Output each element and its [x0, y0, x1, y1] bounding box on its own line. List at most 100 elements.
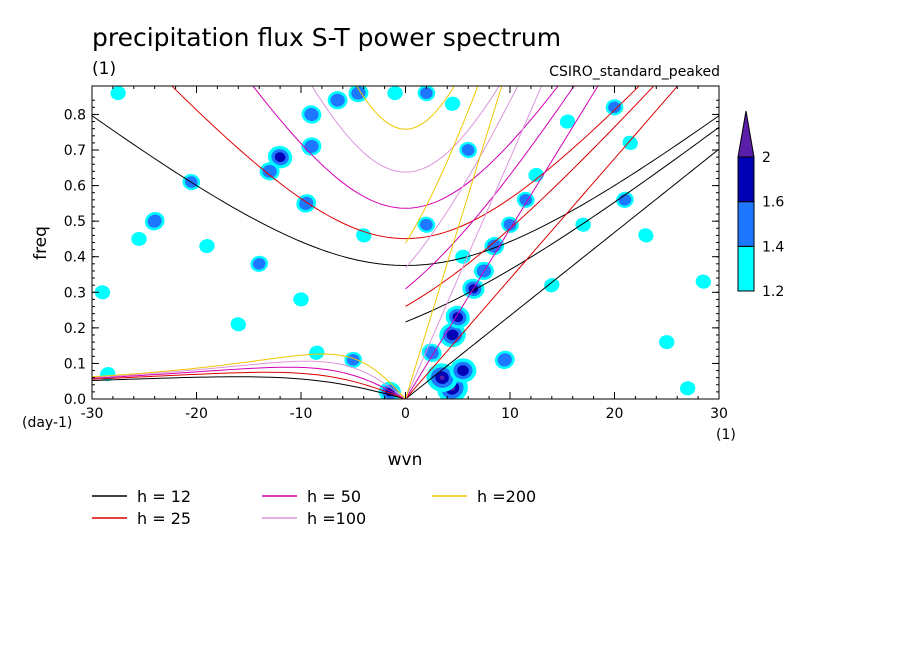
y-tick-label: 0.5 — [64, 214, 86, 230]
x-tick-label: -20 — [185, 406, 208, 422]
dispersion-curve-mixed-rossby-gravity-1 — [405, 86, 655, 307]
chart-title: precipitation flux S-T power spectrum — [92, 23, 561, 52]
contour-patch-15-level-0 — [309, 345, 325, 360]
dispersion-curve-rossby-3 — [92, 360, 406, 399]
dispersion-curve-inertia-gravity-2 — [252, 86, 559, 209]
contour-patch-41-level-0 — [110, 86, 126, 101]
contour-patch-26-level-1 — [252, 258, 266, 270]
contour-patch-23-level-1 — [147, 214, 162, 228]
dispersion-curve-rossby-4 — [92, 353, 406, 399]
dispersion-curve-inertia-gravity-3 — [311, 86, 500, 173]
y-axis-label: freq — [31, 226, 51, 260]
colorbar-label: 1.2 — [762, 284, 784, 300]
y-tick-label: 0.7 — [64, 143, 86, 159]
contour-patch-4-level-2 — [452, 312, 464, 323]
contour-patch-12-level-1 — [424, 346, 439, 360]
legend-label-2: h = 50 — [307, 487, 361, 506]
contour-patch-9-level-1 — [519, 194, 533, 206]
x-axis-unit: (1) — [716, 427, 736, 443]
dispersion-curve-kelvin-0 — [405, 148, 719, 399]
dispersion-curve-kelvin-4 — [405, 86, 503, 399]
y-tick-label: 0.1 — [64, 356, 86, 372]
dataset-name: CSIRO_standard_peaked — [549, 64, 720, 80]
y-tick-label: 0.6 — [64, 179, 86, 195]
colorbar-label: 1.4 — [762, 239, 784, 255]
contour-patch-11-level-1 — [497, 353, 512, 367]
contour-patch-2-level-2 — [457, 365, 469, 376]
contour-patch-48-level-0 — [293, 292, 309, 307]
contour-patch-39-level-1 — [461, 144, 475, 156]
dispersion-curve-mixed-rossby-gravity-3 — [405, 86, 519, 269]
contour-patch-8-level-1 — [503, 218, 517, 231]
contour-patch-33-level-1 — [608, 101, 621, 114]
contour-patch-34-level-0 — [559, 114, 576, 129]
x-tick-label: -30 — [81, 406, 104, 422]
colorbar-extend-arrow — [737, 110, 755, 158]
colorbar-segment-1 — [737, 201, 755, 247]
dispersion-curves — [92, 86, 719, 399]
axis-ticks: -30 -20 -10 0 10 20 30 0.0 0.1 0.2 0.3 0.4 0.5 0.6 0.7… — [64, 86, 728, 422]
contour-patch-47-level-0 — [230, 317, 246, 332]
dispersion-curve-mixed-rossby-gravity-4 — [405, 86, 479, 244]
spectral-contour-field — [94, 86, 711, 399]
contour-patch-10-level-0 — [528, 167, 544, 182]
legend-label-0: h = 12 — [137, 487, 191, 506]
dispersion-curve-inertia-gravity-1 — [171, 86, 640, 240]
y-tick-label: 0.0 — [64, 392, 86, 408]
x-tick-label: 20 — [606, 406, 624, 422]
contour-patch-20-level-1 — [304, 107, 319, 122]
y-tick-label: 0.3 — [64, 285, 86, 301]
contour-patch-45-level-0 — [679, 381, 696, 396]
contour-patch-36-level-1 — [420, 87, 433, 99]
contour-patch-31-level-0 — [638, 228, 654, 243]
contour-patch-43-level-0 — [695, 274, 711, 289]
legend-label-1: h = 25 — [137, 509, 191, 528]
contour-patch-22-level-1 — [351, 86, 366, 100]
contour-patch-46-level-0 — [544, 278, 560, 293]
chart-subtitle: (1) — [92, 59, 116, 79]
dispersion-curve-rossby-1 — [92, 371, 406, 399]
dispersion-curve-mixed-rossby-gravity-2 — [405, 86, 575, 290]
x-tick-label: -10 — [290, 406, 313, 422]
contour-patch-49-level-0 — [199, 239, 215, 254]
dispersion-curve-kelvin-2 — [405, 86, 599, 399]
dispersion-curve-rossby-0 — [92, 376, 406, 399]
legend-label-3: h =100 — [307, 509, 366, 528]
dispersion-curve-kelvin-3 — [405, 86, 543, 399]
x-tick-label: 30 — [710, 406, 728, 422]
contour-patch-28-level-1 — [420, 218, 433, 231]
y-tick-label: 0.8 — [64, 107, 86, 123]
contour-patch-1-level-3 — [439, 375, 445, 380]
x-axis-label: wvn — [388, 450, 423, 470]
contour-patch-18-level-1 — [304, 139, 319, 153]
contour-patch-3-level-2 — [446, 329, 459, 341]
y-tick-label: 0.4 — [64, 250, 86, 266]
dispersion-curve-kelvin-1 — [405, 86, 679, 399]
dispersion-curve-inertia-gravity-0 — [92, 115, 719, 266]
y-tick-label: 0.2 — [64, 321, 86, 337]
legend: h = 12 h = 25 h = 50 h =100 h =200 — [92, 487, 536, 528]
contour-patch-38-level-0 — [444, 96, 461, 111]
x-tick-label: 10 — [501, 406, 519, 422]
contour-patch-21-level-1 — [330, 93, 345, 107]
y-axis-unit: (day-1) — [22, 415, 72, 431]
contour-patch-29-level-0 — [455, 249, 471, 264]
legend-label-4: h =200 — [477, 487, 536, 506]
dispersion-curve-mixed-rossby-gravity-0 — [405, 126, 719, 323]
colorbar: 1.2 1.4 1.6 2 — [737, 110, 784, 300]
contour-patch-40-level-0 — [94, 285, 111, 300]
contour-patch-16-level-2 — [274, 152, 286, 163]
x-tick-label: 0 — [401, 406, 410, 422]
contour-patch-44-level-0 — [659, 335, 675, 350]
dispersion-curve-inertia-gravity-4 — [356, 86, 455, 130]
contour-patch-37-level-0 — [387, 86, 403, 101]
colorbar-label: 2 — [762, 150, 771, 166]
contour-patch-17-level-1 — [262, 164, 277, 178]
contour-patch-27-level-0 — [356, 228, 372, 243]
dispersion-curve-rossby-2 — [92, 366, 406, 399]
colorbar-label: 1.6 — [762, 195, 784, 211]
contour-patch-25-level-0 — [131, 231, 147, 246]
contour-patch-35-level-0 — [622, 135, 638, 150]
colorbar-segment-2 — [737, 156, 755, 203]
